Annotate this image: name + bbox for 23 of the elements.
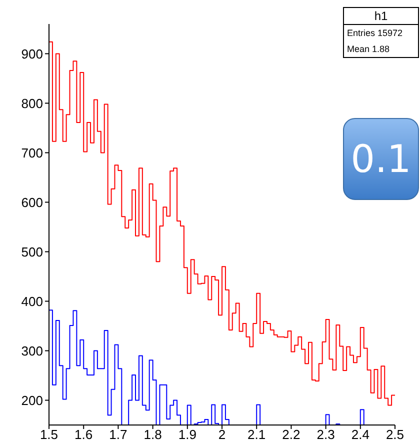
x-tick-label: 2.1 bbox=[248, 427, 266, 442]
y-tick-label: 600 bbox=[21, 194, 43, 210]
x-tick-label: 1.6 bbox=[74, 427, 93, 442]
x-tick-label: 2.4 bbox=[351, 427, 370, 442]
x-tick-label: 1.5 bbox=[40, 427, 58, 442]
x-tick-label: 1.7 bbox=[109, 427, 128, 442]
y-tick-label: 500 bbox=[21, 244, 43, 260]
y-tick-label: 700 bbox=[21, 145, 43, 160]
annotation: 0.1 bbox=[343, 118, 419, 200]
x-tick-label: 2.3 bbox=[316, 427, 335, 442]
x-tick-label: 1.8 bbox=[144, 427, 162, 442]
text: h1 bbox=[344, 8, 418, 25]
x-tick-label: 1.9 bbox=[178, 427, 196, 442]
x-tick-label: 2.2 bbox=[282, 427, 300, 442]
annotation: Mean 1.88 bbox=[346, 43, 391, 56]
x-tick-label: 2 bbox=[218, 427, 226, 442]
annotation: Entries 15972 bbox=[346, 27, 404, 40]
y-tick-label: 900 bbox=[21, 46, 43, 62]
y-tick-label: 400 bbox=[21, 294, 43, 309]
y-tick-label: 300 bbox=[21, 343, 43, 358]
y-tick-label: 800 bbox=[21, 96, 43, 111]
y-tick-label: 200 bbox=[21, 392, 43, 408]
x-tick-label: 2.5 bbox=[386, 427, 404, 442]
